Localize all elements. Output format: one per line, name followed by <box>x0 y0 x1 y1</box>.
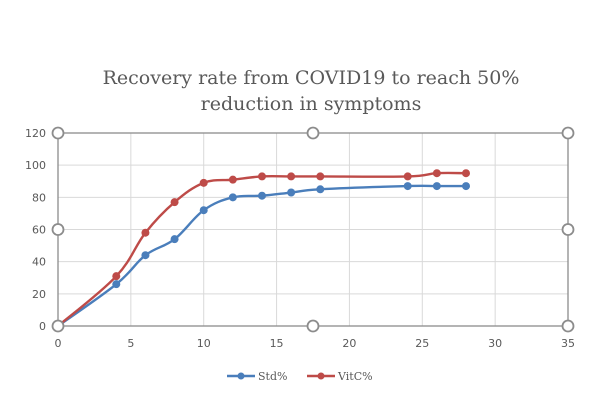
data-point <box>170 198 179 207</box>
x-tick-label: 5 <box>127 337 134 350</box>
y-tick-label: 40 <box>32 256 46 269</box>
chart-title: Recovery rate from COVID19 to reach 50% … <box>103 67 520 115</box>
data-point <box>258 172 266 181</box>
y-tick-label: 100 <box>25 159 46 172</box>
y-axis-ticks: 0 20 40 60 80 100 120 <box>25 127 46 333</box>
data-point <box>199 206 208 215</box>
resize-handle[interactable] <box>51 126 65 140</box>
data-point <box>199 178 208 187</box>
x-tick-label: 25 <box>415 337 429 350</box>
legend-marker-icon <box>317 372 325 380</box>
legend-label: VitC% <box>337 370 373 383</box>
data-point <box>112 280 121 289</box>
x-axis-ticks: 0 5 10 15 20 25 30 35 <box>55 337 576 350</box>
data-point <box>141 251 150 260</box>
data-point <box>170 235 179 244</box>
data-point <box>462 182 470 191</box>
resize-handle[interactable] <box>561 319 575 333</box>
resize-handle[interactable] <box>51 319 65 333</box>
legend-item: VitC% <box>307 370 373 383</box>
x-tick-label: 10 <box>197 337 211 350</box>
data-point <box>403 172 412 181</box>
chart-title-line-2: reduction in symptoms <box>201 93 422 115</box>
y-tick-label: 80 <box>32 191 46 204</box>
resize-handle[interactable] <box>561 126 575 140</box>
y-tick-label: 0 <box>39 320 46 333</box>
legend-item: Std% <box>227 370 287 383</box>
plot-area-selection-handles[interactable] <box>51 126 575 333</box>
x-tick-label: 15 <box>270 337 284 350</box>
data-point <box>316 185 325 194</box>
data-point <box>287 172 296 181</box>
resize-handle[interactable] <box>306 319 320 333</box>
series <box>57 169 470 327</box>
data-point <box>228 175 237 184</box>
series-vitc <box>57 169 470 327</box>
x-tick-label: 30 <box>488 337 502 350</box>
legend: Std% VitC% <box>227 370 373 383</box>
data-point <box>141 228 150 237</box>
x-tick-label: 35 <box>561 337 575 350</box>
resize-handle[interactable] <box>561 223 575 236</box>
data-point <box>462 169 470 178</box>
data-point <box>316 172 325 181</box>
legend-label: Std% <box>258 370 287 383</box>
data-point <box>403 182 412 191</box>
resize-handle[interactable] <box>306 126 320 140</box>
data-point <box>432 182 441 191</box>
x-tick-label: 0 <box>55 337 62 350</box>
data-point <box>432 169 441 178</box>
legend-marker-icon <box>237 372 245 380</box>
gridlines <box>58 133 568 326</box>
data-point <box>112 272 121 281</box>
series-line <box>57 184 466 327</box>
y-tick-label: 20 <box>32 288 46 301</box>
data-point <box>287 188 296 197</box>
data-point <box>258 191 266 200</box>
y-tick-label: 60 <box>32 224 46 237</box>
series-std <box>57 182 470 327</box>
chart-title-line-1: Recovery rate from COVID19 to reach 50% <box>103 67 520 89</box>
x-tick-label: 20 <box>342 337 356 350</box>
data-point <box>228 193 237 202</box>
resize-handle[interactable] <box>51 223 65 236</box>
y-tick-label: 120 <box>25 127 46 140</box>
